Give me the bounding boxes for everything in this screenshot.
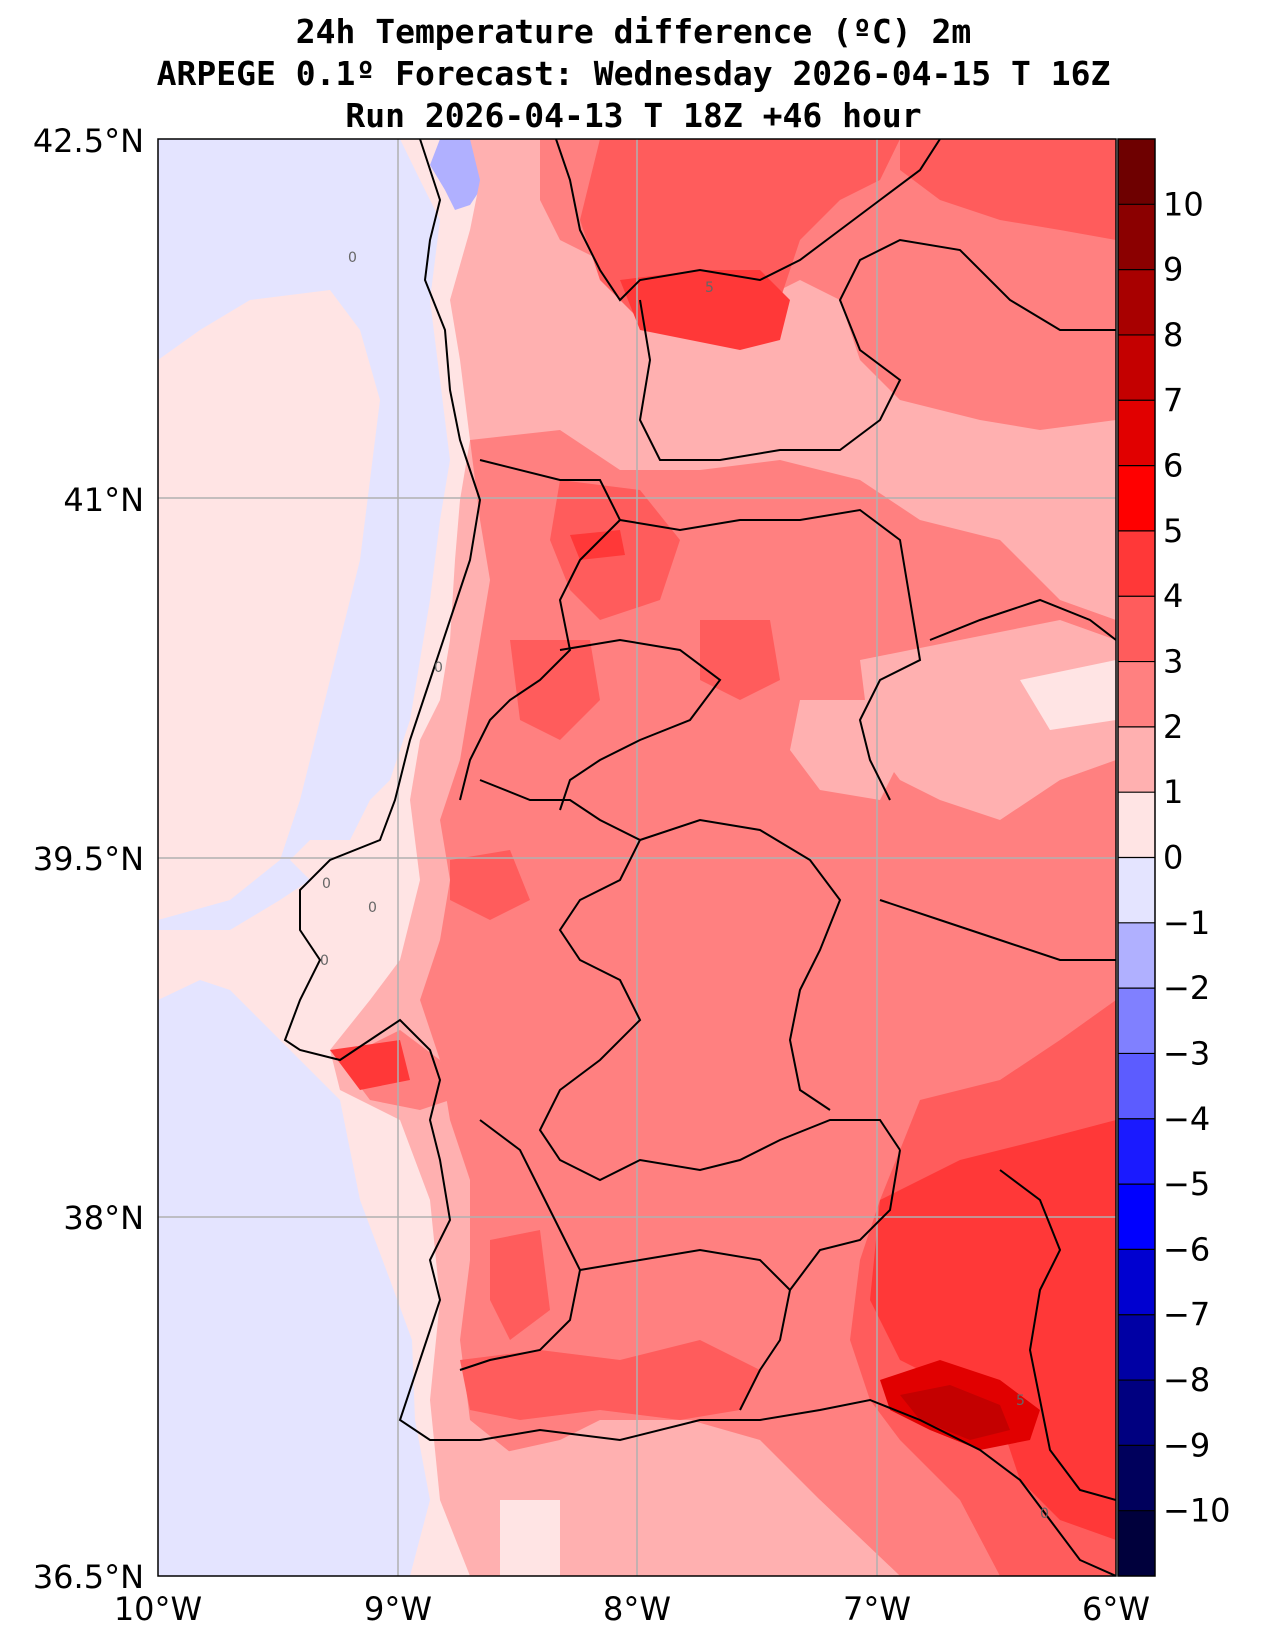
contour-label: 0 <box>348 250 357 266</box>
colorbar-label: −6 <box>1163 1230 1210 1268</box>
field-3-4-algarve <box>460 1340 760 1420</box>
colorbar-label: 4 <box>1163 577 1183 615</box>
colorbar-segment <box>1118 922 1155 989</box>
field-3-4-ne <box>900 139 1116 240</box>
title-line-1: 24h Temperature difference (ºC) 2m <box>295 12 972 51</box>
colorbar-label: −1 <box>1163 904 1210 942</box>
contour-label: 0 <box>1040 1506 1049 1522</box>
border-district-9 <box>579 1248 792 1411</box>
colorbar-label: 9 <box>1163 251 1183 289</box>
colorbar-label: 1 <box>1163 773 1183 811</box>
colorbar-segment <box>1118 400 1155 467</box>
field-0-1-east <box>1020 660 1116 730</box>
colorbar-label: 8 <box>1163 316 1183 354</box>
colorbar-segment <box>1118 530 1155 597</box>
colorbar-segment <box>1118 792 1155 858</box>
field-1-2-center <box>790 700 900 800</box>
title-line-3: Run 2026-04-13 T 18Z +46 hour <box>345 96 922 135</box>
lat-label: 36.5°N <box>33 1558 144 1596</box>
lon-label: 7°W <box>843 1590 911 1628</box>
lat-label: 39.5°N <box>33 840 144 878</box>
colorbar-segment <box>1118 596 1155 663</box>
field-1-2-south <box>470 1440 900 1576</box>
colorbar-segment <box>1118 1445 1155 1512</box>
field-6-7-core <box>900 1385 1010 1440</box>
field-3-4-w2 <box>450 850 530 920</box>
colorbar-label: −7 <box>1163 1296 1210 1334</box>
colorbar-segment <box>1118 1314 1155 1381</box>
border-north <box>638 238 1116 461</box>
colorbar-segment <box>1118 139 1155 205</box>
contour-label: 0 <box>320 953 329 969</box>
contour-label: 0 <box>434 660 443 676</box>
field-3-4-sw <box>490 1230 550 1340</box>
lon-label: 8°W <box>603 1590 671 1628</box>
contour-labels: 0 0 0 0 0 0 5 5 <box>320 250 1049 1522</box>
field-0-1-south <box>500 1500 560 1576</box>
colorbar-label: −10 <box>1163 1492 1231 1530</box>
field-4-5-north <box>620 270 790 350</box>
field-3-4-w <box>510 640 600 740</box>
title-line-2: ARPEGE 0.1º Forecast: Wednesday 2026-04-… <box>156 54 1111 93</box>
colorbar-segment <box>1118 1184 1155 1250</box>
colorbar-segment <box>1118 1380 1155 1446</box>
field-4-5-c <box>570 530 625 560</box>
border-district-3 <box>559 638 722 811</box>
borders <box>283 139 1116 1576</box>
lat-label: 38°N <box>63 1199 144 1237</box>
border-district-6 <box>879 899 1116 961</box>
contour-label: 0 <box>368 900 377 916</box>
border-district-5 <box>639 818 842 1111</box>
border-district-4 <box>479 779 901 1182</box>
colorbar-segment <box>1118 988 1155 1054</box>
field-1-2-east <box>860 620 1116 820</box>
lat-label: 41°N <box>63 481 144 519</box>
contour-label: 0 <box>322 876 331 892</box>
colorbar-label: 3 <box>1163 643 1183 681</box>
map-frame <box>157 138 1117 1577</box>
lat-label: 42.5°N <box>33 122 144 160</box>
colorbar-label: −2 <box>1163 969 1210 1007</box>
contour-label: 5 <box>705 280 714 296</box>
colorbar-segment <box>1118 334 1155 401</box>
colorbar-label: −5 <box>1163 1165 1210 1203</box>
colorbar-label: −4 <box>1163 1100 1210 1138</box>
colorbar-segment <box>1118 204 1155 271</box>
border-district-2 <box>619 508 922 801</box>
colorbar-segment <box>1118 1118 1155 1185</box>
colorbar-label: 5 <box>1163 512 1183 550</box>
coastline <box>283 139 1116 1576</box>
contour-label: 5 <box>1016 1393 1025 1409</box>
graticule <box>158 139 1116 1576</box>
colorbar-label: 7 <box>1163 381 1183 419</box>
colorbar-segment <box>1118 661 1155 728</box>
colorbar-segment <box>1118 1249 1155 1316</box>
border-galicia <box>555 139 941 302</box>
border-spain-south <box>999 1169 1116 1501</box>
colorbar-segment <box>1118 726 1155 793</box>
lon-label: 9°W <box>364 1590 432 1628</box>
colorbar-label: −9 <box>1163 1426 1210 1464</box>
colorbar-segment <box>1118 269 1155 336</box>
border-district-1 <box>459 459 622 801</box>
colorbar-segment <box>1118 465 1155 532</box>
colorbar-segment <box>1118 857 1155 924</box>
lon-label: 6°W <box>1082 1590 1150 1628</box>
colorbar-label: 0 <box>1163 839 1183 877</box>
field-4-5-se <box>870 1120 1116 1540</box>
colorbar-segment <box>1118 1510 1155 1577</box>
colorbar-label: 6 <box>1163 447 1183 485</box>
colorbar-label: −8 <box>1163 1361 1210 1399</box>
colorbar-label: −3 <box>1163 1034 1210 1072</box>
colorbar-label: 10 <box>1163 185 1204 223</box>
field-pink-offshore <box>158 290 380 920</box>
lon-label: 10°W <box>114 1590 202 1628</box>
border-district-10 <box>789 1149 901 1291</box>
border-district-7 <box>929 598 1116 641</box>
field-neg-west <box>158 139 310 360</box>
colorbar-label: 2 <box>1163 708 1183 746</box>
colorbar-segment <box>1118 1053 1155 1120</box>
